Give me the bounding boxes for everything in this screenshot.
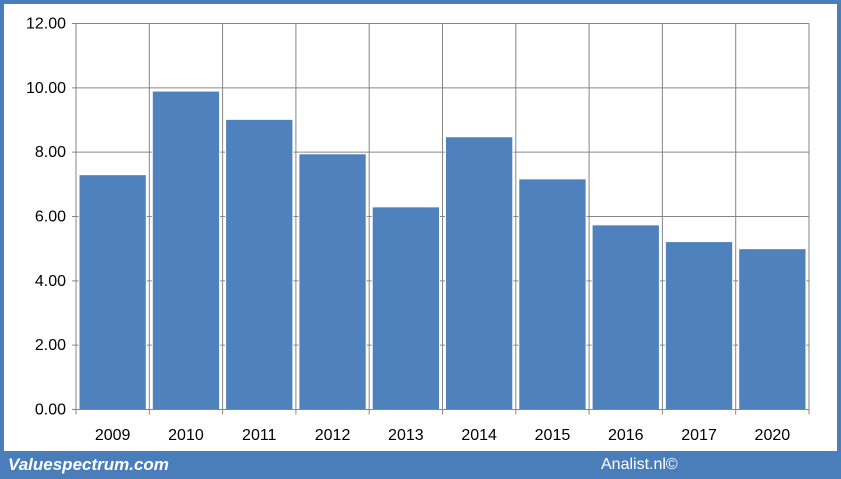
bar-chart: 0.00 2.00 4.00 6.00 8.00 10.00 12.00 2009 2010 20…	[26, 16, 810, 444]
bar	[371, 206, 441, 410]
bar	[518, 178, 587, 410]
footer-source-label: Valuespectrum.com	[8, 455, 169, 474]
bar	[445, 136, 514, 411]
bar	[298, 153, 367, 410]
bar	[78, 174, 147, 410]
x-tick-label: 2016	[608, 427, 644, 444]
bar	[225, 118, 294, 411]
y-tick-label: 2.00	[35, 337, 66, 354]
y-tick-label: 10.00	[26, 80, 66, 97]
x-tick-label: 2010	[168, 427, 204, 444]
bar	[738, 248, 807, 410]
chart-area: 0.00 2.00 4.00 6.00 8.00 10.00 12.00 2009 2010 20…	[4, 4, 837, 451]
x-tick-label: 2011	[242, 427, 277, 444]
x-tick-label: 2009	[95, 427, 131, 444]
bar	[591, 224, 660, 410]
x-tick-label: 2012	[315, 427, 351, 444]
x-tick-label: 2020	[755, 427, 791, 444]
x-tick-label: 2013	[388, 427, 424, 444]
y-tick-label: 0.00	[35, 402, 66, 419]
x-tick-label: 2017	[681, 427, 717, 444]
y-tick-label: 6.00	[35, 209, 66, 226]
y-tick-label: 4.00	[35, 273, 66, 290]
bar	[664, 241, 734, 410]
x-tick-label: 2014	[461, 427, 497, 444]
bar	[151, 90, 221, 411]
x-tick-label: 2015	[535, 427, 571, 444]
y-tick-label: 8.00	[35, 144, 66, 161]
footer-credit-label: Analist.nl©	[601, 456, 678, 473]
y-tick-label: 12.00	[26, 16, 66, 33]
